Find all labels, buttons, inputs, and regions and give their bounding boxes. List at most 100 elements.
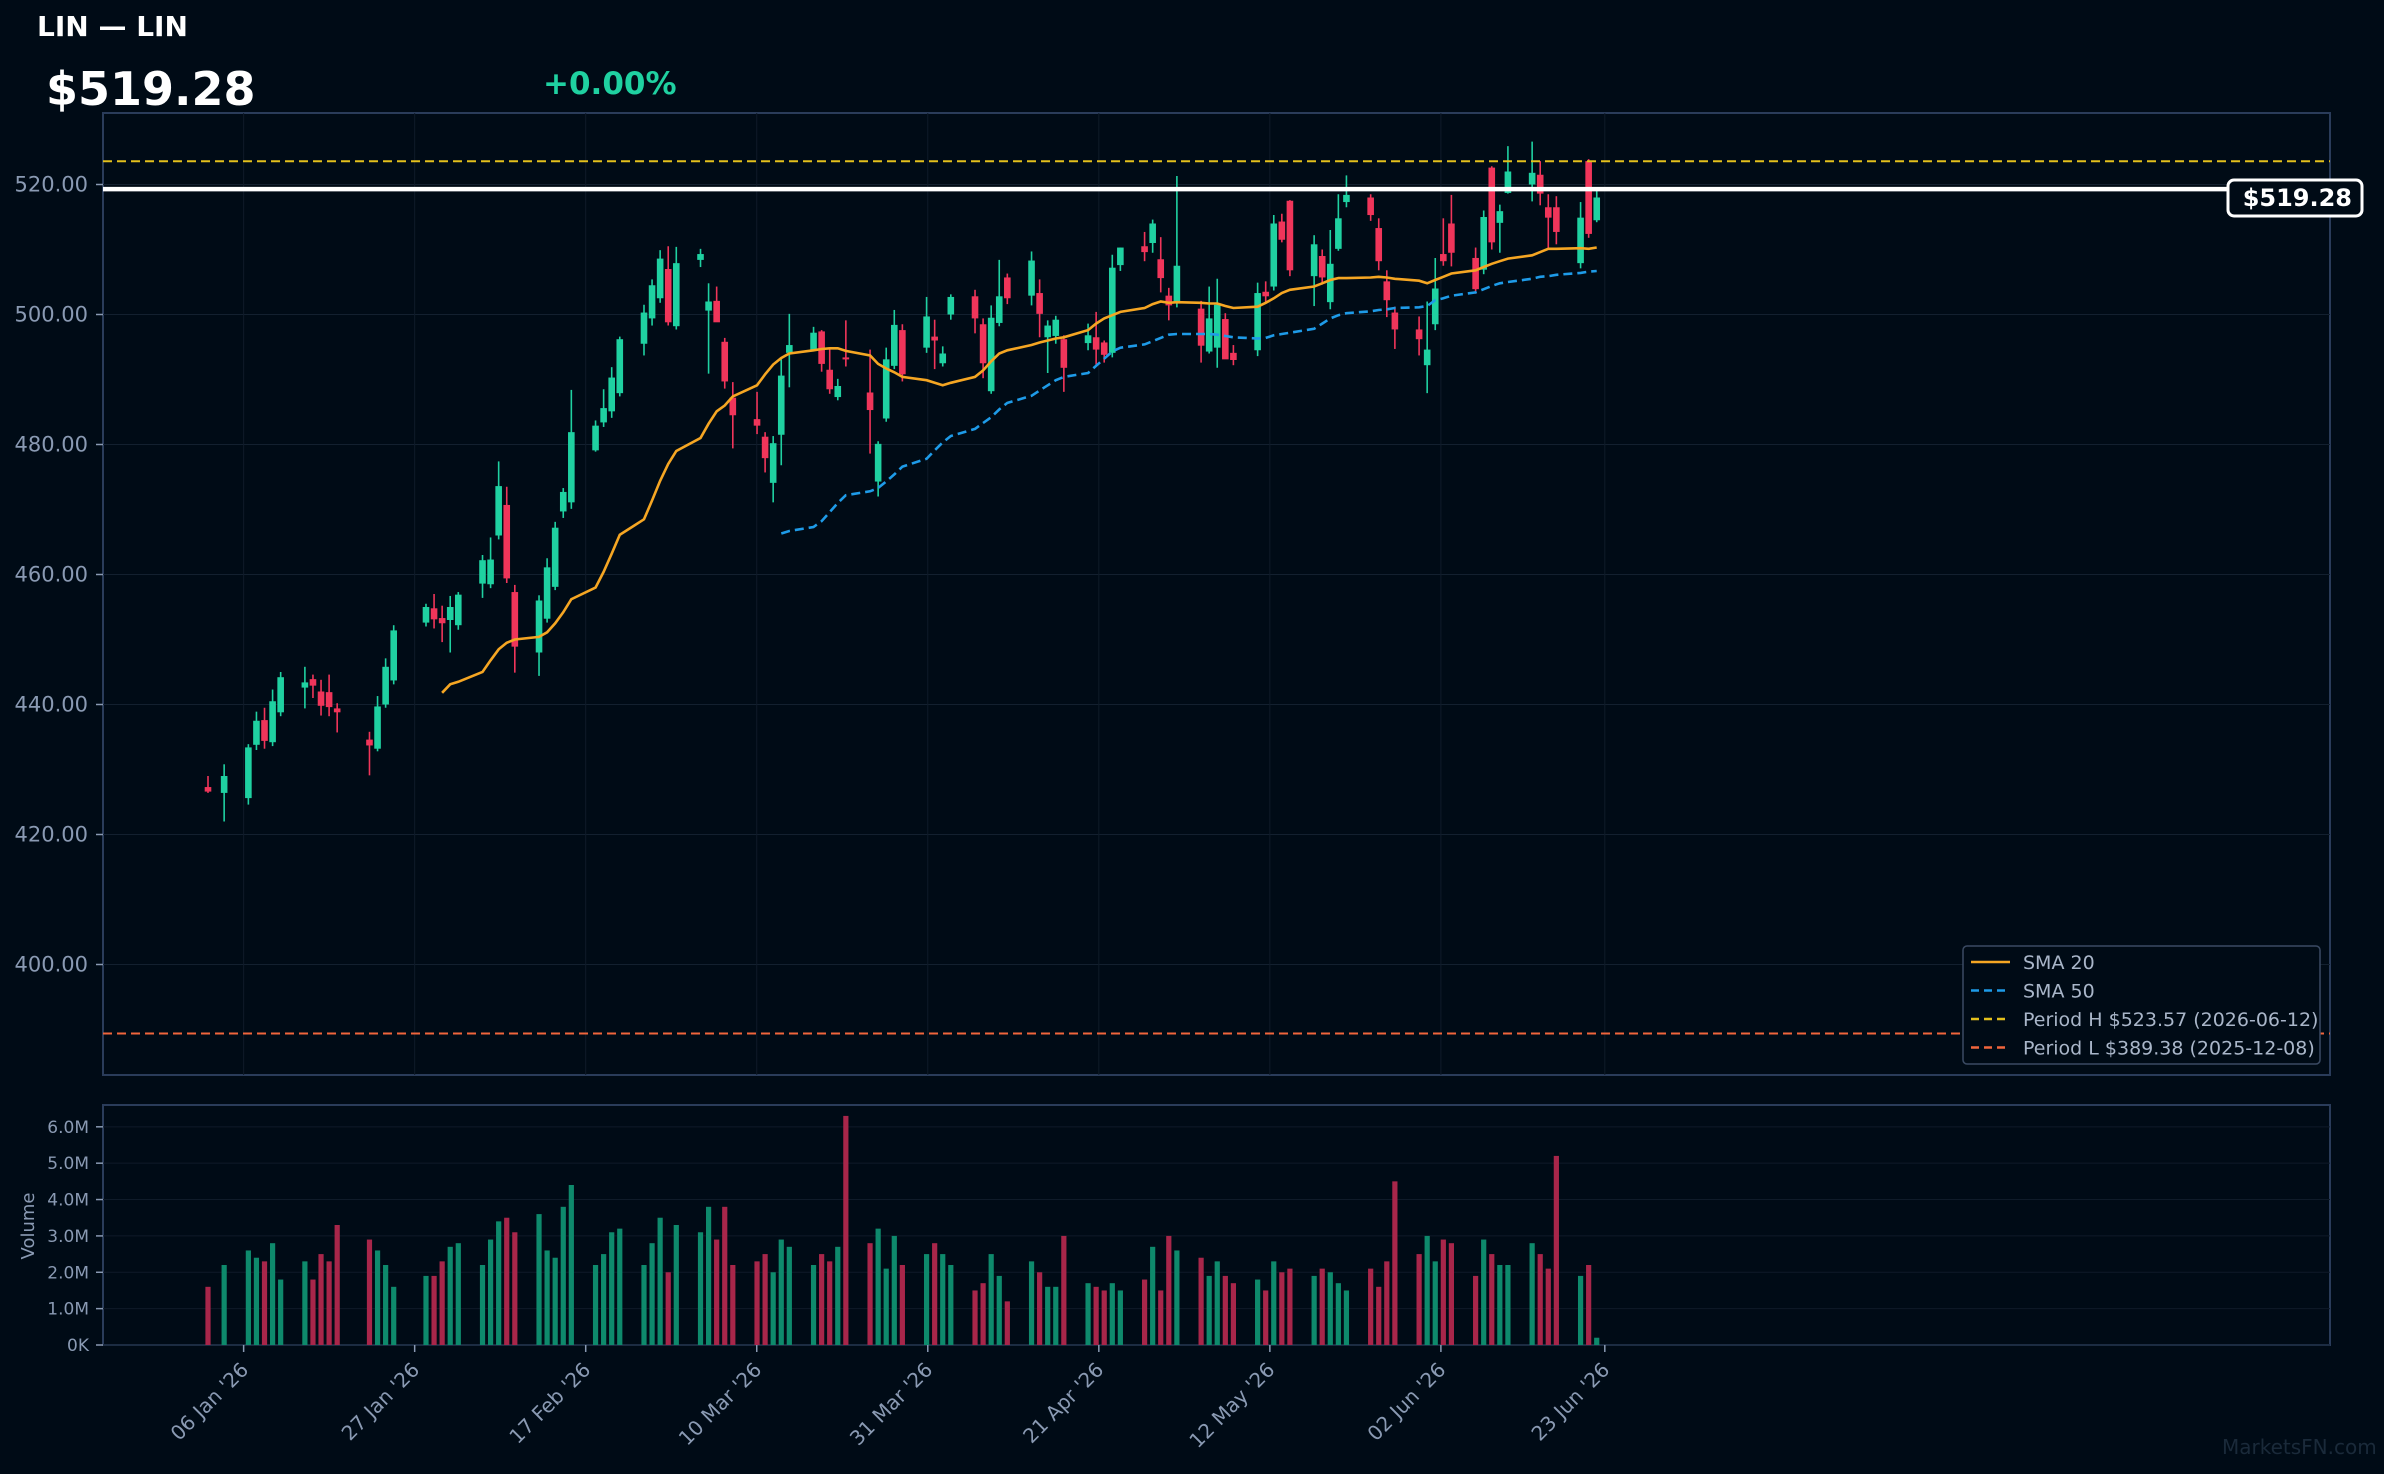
candle-body — [769, 443, 777, 483]
volume-bar — [867, 1243, 873, 1345]
volume-bar — [940, 1254, 946, 1345]
volume-bar — [827, 1261, 833, 1345]
x-axis-ticks: 06 Jan '26 27 Jan '26 17 Feb '26 10 Mar '26… — [166, 1345, 1614, 1453]
candle-body — [1117, 247, 1124, 266]
candle-body — [487, 559, 494, 585]
candle — [301, 666, 309, 709]
candle-body — [947, 296, 955, 315]
candle-body — [390, 630, 398, 681]
candle-body — [559, 491, 567, 512]
candle — [761, 432, 769, 473]
candle-body — [608, 377, 615, 412]
volume-bar — [592, 1265, 599, 1345]
candle-body — [1318, 256, 1326, 278]
candle — [753, 391, 761, 435]
volume-panel: 0K 1.0M 2.0M 3.0M 4.0M 5.0M 6.0M Volume — [18, 1104, 2331, 1356]
candle-body — [664, 269, 672, 323]
candle — [1230, 345, 1237, 366]
volume-bar — [431, 1275, 437, 1345]
candle-body — [1060, 339, 1068, 368]
candle-body — [1044, 325, 1051, 338]
volume-bar — [1004, 1301, 1010, 1345]
volume-bar — [253, 1257, 260, 1345]
candle — [1108, 254, 1116, 358]
candle — [1262, 281, 1269, 303]
price-axis-ticks: 400.00 420.00 440.00 460.00 480.00 500.00 520.… — [15, 173, 103, 977]
candle-body — [1383, 281, 1391, 301]
candle — [220, 764, 228, 822]
candle-body — [1157, 259, 1165, 279]
legend-box — [1962, 945, 2321, 1065]
volume-bar — [641, 1265, 647, 1345]
candle — [366, 731, 373, 776]
candle-body — [1108, 267, 1116, 353]
volume-bar — [504, 1217, 510, 1345]
candle-body — [1036, 293, 1043, 314]
volume-bar — [617, 1228, 623, 1345]
volume-bar — [1416, 1254, 1422, 1345]
candle-body — [1141, 246, 1148, 253]
volume-bar — [883, 1268, 889, 1345]
candle-body — [204, 787, 212, 792]
price-tick-label: 500.00 — [15, 303, 88, 327]
price-tick-label: 440.00 — [15, 693, 88, 717]
candle — [1367, 194, 1374, 221]
volume-bar — [1053, 1286, 1059, 1345]
candle — [979, 318, 987, 379]
candle — [1141, 231, 1148, 262]
candle-body — [705, 301, 712, 311]
candle — [899, 324, 906, 382]
x-tick-label: 21 Apr '26 — [1018, 1358, 1108, 1448]
volume-bar — [205, 1286, 211, 1345]
x-tick-label: 12 May '26 — [1184, 1358, 1279, 1453]
candle — [1157, 237, 1165, 293]
x-tick-label: 17 Feb '26 — [504, 1358, 595, 1449]
candle — [810, 326, 817, 350]
current-price: $519.28 — [46, 62, 256, 116]
candle — [333, 703, 341, 733]
volume-bar — [819, 1254, 825, 1345]
volume-axis-ticks: 0K 1.0M 2.0M 3.0M 4.0M 5.0M 6.0M — [47, 1118, 103, 1356]
candle-body — [1197, 308, 1205, 346]
candle — [543, 558, 551, 623]
candle-body — [939, 353, 947, 364]
candle — [1278, 213, 1286, 243]
candle — [374, 696, 381, 752]
candle — [559, 488, 567, 518]
price-panel: 400.00 420.00 440.00 460.00 480.00 500.00 520.… — [15, 112, 2364, 1076]
candle-body — [495, 486, 502, 536]
volume-bar — [1537, 1254, 1543, 1345]
candle-body — [1440, 254, 1447, 262]
candle — [971, 289, 979, 334]
candle-body — [640, 312, 648, 344]
volume-tick-label: 5.0M — [47, 1154, 89, 1174]
candle — [446, 595, 454, 653]
volume-bar — [932, 1243, 938, 1345]
candle-body — [1326, 263, 1334, 303]
volume-bar — [1497, 1265, 1503, 1345]
candle-body — [1448, 223, 1455, 253]
candle — [1431, 257, 1439, 331]
volume-bar — [1577, 1275, 1584, 1345]
candle-body — [923, 316, 930, 348]
volume-bar — [552, 1257, 558, 1345]
volume-bar — [810, 1265, 817, 1345]
candle — [495, 461, 502, 540]
candle — [253, 711, 260, 750]
volume-bar — [786, 1246, 792, 1345]
candle — [834, 378, 842, 401]
x-tick-label: 10 Mar '26 — [674, 1358, 767, 1451]
candle — [1117, 247, 1124, 271]
price-panel-frame — [102, 112, 2331, 1076]
volume-bar — [496, 1221, 502, 1345]
candle — [987, 305, 995, 394]
candle-body — [1585, 161, 1592, 234]
watermark: MarketsFN.com — [2222, 1435, 2377, 1459]
candle-body — [874, 443, 882, 482]
volume-bar — [278, 1279, 284, 1345]
price-change: +0.00% — [543, 66, 677, 102]
volume-bar — [1392, 1181, 1398, 1345]
candle-body — [753, 419, 761, 426]
volume-bar — [1061, 1235, 1067, 1345]
candle-body — [1504, 171, 1512, 193]
